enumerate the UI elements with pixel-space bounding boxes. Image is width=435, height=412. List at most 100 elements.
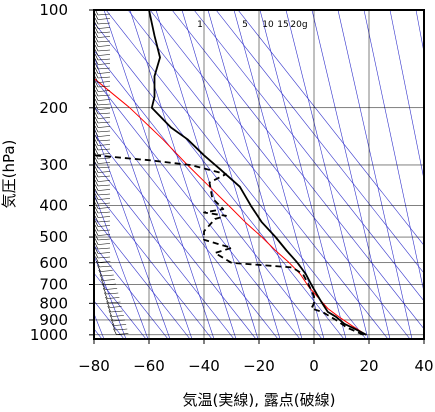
mixing-ratio-label: 1 — [197, 20, 203, 30]
wind-barb — [97, 81, 111, 83]
wind-barb-flag — [113, 328, 117, 335]
moist-adiabat-line — [94, 254, 127, 339]
wind-barb — [103, 283, 117, 286]
wind-barb-flag — [94, 35, 99, 43]
wind-barb — [97, 225, 111, 227]
wind-barb-flag — [108, 310, 113, 317]
wind-barb-flag — [94, 76, 99, 83]
wind-barb — [97, 76, 111, 79]
y-tick-label: 600 — [39, 254, 68, 272]
wind-barb — [97, 45, 111, 47]
mixing-ratio-label: 15 — [277, 20, 288, 30]
wind-barb — [97, 207, 111, 209]
dry-adiabat-line — [94, 189, 213, 339]
moist-adiabat-line — [103, 10, 215, 339]
moist-adiabat-line — [285, 10, 369, 339]
wind-barb-flag — [94, 98, 99, 106]
dry-adiabat-line — [237, 10, 424, 246]
y-axis-label: 気圧(hPa) — [0, 140, 18, 209]
wind-barb — [97, 166, 111, 169]
wind-barb-flag — [94, 62, 99, 70]
wind-barb-flag — [107, 305, 112, 313]
wind-barb-flag — [94, 157, 99, 164]
wind-barb — [97, 130, 111, 133]
parcel-line — [94, 77, 367, 336]
dry-adiabat-line — [94, 217, 191, 339]
wind-barb-flag — [94, 166, 99, 173]
x-tick-label: −60 — [133, 357, 165, 375]
wind-barb — [98, 261, 111, 263]
wind-barb-flag — [109, 314, 114, 322]
wind-barb-flag — [105, 296, 109, 304]
moist-adiabat-line — [155, 10, 259, 339]
wind-barb — [97, 36, 111, 38]
wind-barb — [100, 270, 113, 272]
wind-barb-flag — [94, 85, 99, 92]
wind-barb — [97, 144, 111, 146]
wind-barb — [97, 216, 111, 218]
wind-barb — [115, 328, 128, 331]
x-tick-label: 40 — [414, 357, 433, 375]
dry-adiabat-line — [94, 133, 257, 339]
wind-barb-flag — [111, 323, 116, 331]
wind-barb-flag — [94, 26, 99, 34]
wind-barb-flag — [94, 116, 99, 124]
wind-barb-flag — [94, 233, 99, 241]
wind-barb-flag — [94, 242, 99, 250]
moist-adiabat-line — [181, 10, 281, 339]
wind-barb — [97, 49, 111, 52]
moist-adiabat-line — [94, 126, 171, 339]
dry-adiabat-line — [94, 244, 169, 339]
wind-barb-flag — [94, 44, 99, 52]
wind-barb — [97, 193, 111, 196]
moist-adiabat-line — [363, 10, 424, 294]
wind-barb — [97, 63, 111, 65]
wind-barb-flag — [98, 269, 103, 277]
wind-barb — [97, 31, 111, 34]
wind-barb — [97, 162, 111, 164]
x-tick-label: −20 — [243, 357, 275, 375]
wind-barb-flag — [99, 274, 104, 281]
wind-barb — [97, 256, 111, 259]
mixing-ratio-label: 5 — [242, 20, 248, 30]
wind-barb-flag — [94, 238, 99, 245]
wind-barb — [97, 126, 111, 128]
y-tick-label: 500 — [39, 228, 68, 246]
y-tick-label: 700 — [39, 276, 68, 294]
wind-barb-flag — [94, 251, 99, 259]
wind-barb — [97, 54, 111, 56]
wind-barb — [97, 180, 111, 182]
dry-adiabat-line — [149, 10, 411, 339]
wind-barb — [97, 184, 111, 187]
wind-barb-flag — [94, 22, 99, 29]
x-axis-label: 気温(実線), 露点(破線) — [183, 391, 336, 409]
dry-adiabat-line — [94, 77, 301, 339]
dry-adiabat-line — [193, 10, 424, 302]
wind-barb-flag — [94, 67, 99, 74]
dry-adiabat-line — [94, 50, 323, 339]
wind-barb-flag — [94, 130, 99, 137]
y-tick-label: 200 — [39, 99, 68, 117]
wind-barb-flag — [94, 202, 99, 209]
wind-barb-flag — [94, 175, 99, 182]
wind-barb-flag — [94, 188, 99, 196]
mixing-ratio-label: 20g — [290, 20, 307, 30]
wind-barb-flag — [94, 94, 99, 101]
wind-barb — [97, 108, 111, 110]
wind-barb — [97, 139, 111, 142]
wind-barb-flag — [94, 125, 99, 133]
wind-barb-flag — [94, 112, 99, 119]
wind-barb — [97, 189, 111, 191]
wind-barb-flag — [101, 283, 106, 290]
wind-barb — [102, 279, 115, 281]
wind-barb — [97, 171, 111, 173]
wind-barb — [101, 274, 114, 277]
wind-barb-flag — [94, 170, 99, 178]
wind-barb — [97, 198, 111, 200]
x-axis: −80 −60 −40 −20 0 20 40 — [78, 339, 434, 375]
wind-barb — [97, 121, 111, 124]
wind-barb-flag — [97, 265, 101, 272]
dry-adiabat-line — [127, 10, 389, 339]
